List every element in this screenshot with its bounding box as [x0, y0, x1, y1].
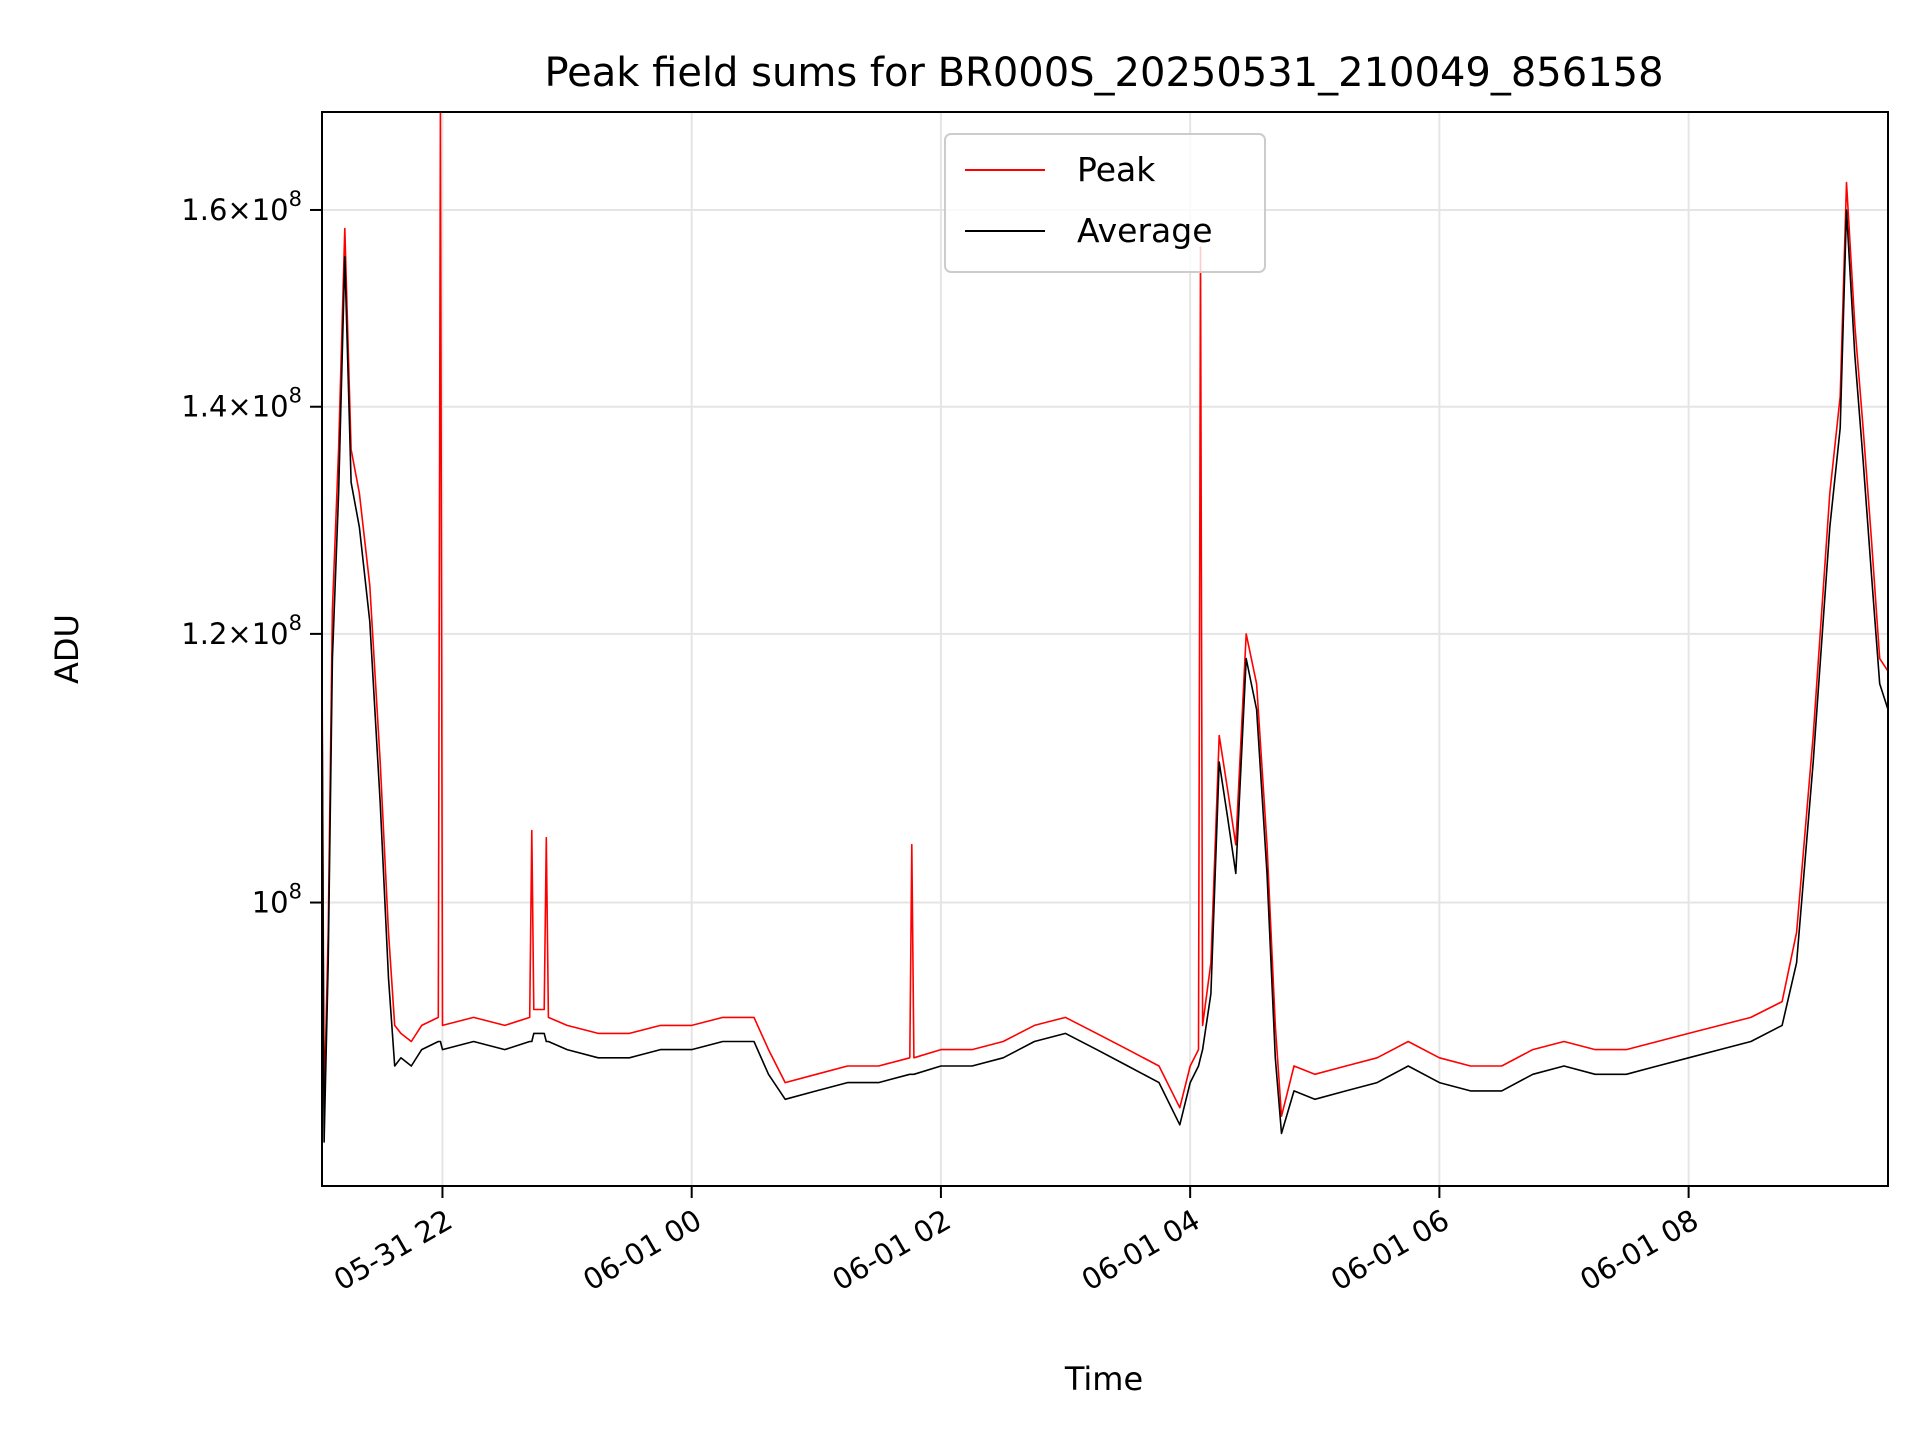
y-tick-label: 1.6×108: [181, 187, 302, 227]
series-layer: [321, 111, 1889, 1143]
x-axis-label: Time: [1064, 1360, 1143, 1398]
y-axis-label: ADU: [48, 614, 86, 684]
y-tick-label: 1.4×108: [181, 384, 302, 424]
series-line-average: [321, 209, 1889, 1143]
legend-label-average: Average: [1077, 211, 1213, 250]
y-tick-label: 108: [252, 880, 302, 920]
legend-label-peak: Peak: [1077, 150, 1156, 189]
y-tick-label: 1.2×108: [181, 611, 302, 651]
legend-box: [944, 133, 1266, 273]
legend: Peak Average: [944, 133, 1266, 273]
plot-frame: [321, 111, 1889, 1187]
y-axis: 108 1.2×108 1.4×108 1.6×108: [181, 187, 322, 920]
chart-title: Peak field sums for BR000S_20250531_2100…: [544, 50, 1663, 96]
series-line-peak: [321, 111, 1889, 1117]
